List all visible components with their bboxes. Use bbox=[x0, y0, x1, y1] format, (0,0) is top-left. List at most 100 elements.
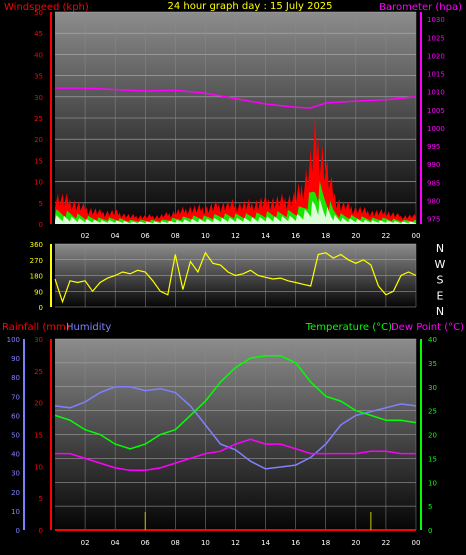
direction-tick-label: 180 bbox=[30, 273, 43, 281]
compass-label: N bbox=[436, 242, 444, 255]
direction-tick-label: 0 bbox=[39, 304, 43, 312]
windspeed-tick-label: 10 bbox=[34, 179, 43, 187]
temperature-axis-label: Temperature (°C) bbox=[305, 322, 392, 333]
wind-x-tick-label: 18 bbox=[321, 232, 330, 240]
temp-panel-x-axis: 02 04 06 08 10 12 14 16 18 20 22 00 bbox=[81, 539, 421, 547]
temperature-tick-label: 30 bbox=[428, 384, 437, 392]
wind-x-tick-label: 08 bbox=[171, 232, 180, 240]
temp-x-tick-label: 12 bbox=[231, 539, 240, 547]
barometer-tick-label: 1000 bbox=[427, 125, 445, 133]
barometer-tick-label: 985 bbox=[427, 179, 440, 187]
humidity-tick-label: 0 bbox=[16, 527, 20, 535]
barometer-tick-label: 975 bbox=[427, 216, 440, 224]
temp-x-tick-label: 18 bbox=[321, 539, 330, 547]
wind-direction-line bbox=[54, 251, 417, 304]
temperature-tick-label: 10 bbox=[428, 479, 437, 487]
compass-label: E bbox=[437, 289, 444, 302]
chart-title: 24 hour graph day : 15 July 2025 bbox=[167, 1, 332, 12]
humidity-tick-label: 90 bbox=[11, 355, 20, 363]
temp-x-tick-label: 14 bbox=[261, 539, 270, 547]
humidity-tick-label: 70 bbox=[11, 393, 20, 401]
barometer-y-axis: 975 980 985 990 995 1000 1005 1010 1015 1020 1025 1… bbox=[420, 12, 445, 224]
direction-tick-label: 270 bbox=[30, 257, 43, 265]
temp-x-tick-label: 00 bbox=[412, 539, 421, 547]
compass-label: S bbox=[437, 274, 444, 287]
windspeed-tick-label: 20 bbox=[34, 136, 43, 144]
rainfall-tick-label: 20 bbox=[34, 400, 43, 408]
barometer-tick-label: 1015 bbox=[427, 71, 445, 79]
temperature-y-axis: 0 5 10 15 20 25 30 35 40 bbox=[420, 336, 437, 535]
rainfall-tick-label: 10 bbox=[34, 463, 43, 471]
wind-panel-plot bbox=[55, 87, 417, 224]
temp-panel-plot bbox=[54, 354, 417, 531]
humidity-tick-label: 10 bbox=[11, 508, 20, 516]
humidity-tick-label: 80 bbox=[11, 374, 20, 382]
windspeed-tick-label: 5 bbox=[39, 200, 43, 208]
compass-label: W bbox=[435, 258, 446, 271]
barometer-tick-label: 995 bbox=[427, 143, 440, 151]
dewpoint-line bbox=[55, 438, 416, 472]
humidity-y-axis: 0 10 20 30 40 50 60 70 80 90 100 bbox=[7, 336, 25, 535]
temp-x-tick-label: 10 bbox=[201, 539, 210, 547]
humidity-tick-label: 60 bbox=[11, 412, 20, 420]
wind-x-tick-label: 22 bbox=[381, 232, 390, 240]
direction-panel-plot bbox=[54, 251, 417, 304]
barometer-tick-label: 990 bbox=[427, 161, 440, 169]
barometer-tick-label: 1005 bbox=[427, 107, 445, 115]
temp-x-tick-label: 06 bbox=[141, 539, 150, 547]
temperature-tick-label: 40 bbox=[428, 336, 437, 344]
temp-x-tick-label: 08 bbox=[171, 539, 180, 547]
barometer-tick-label: 980 bbox=[427, 197, 440, 205]
direction-panel-grid bbox=[55, 243, 417, 308]
rainfall-axis-label: Rainfall (mm) bbox=[2, 322, 70, 333]
dewpoint-axis-label: Dew Point (°C) bbox=[391, 322, 464, 333]
windspeed-tick-label: 30 bbox=[34, 94, 43, 102]
humidity-tick-label: 40 bbox=[11, 451, 20, 459]
windspeed-tick-label: 15 bbox=[34, 157, 43, 165]
windspeed-tick-label: 25 bbox=[34, 115, 43, 123]
windspeed-axis-label: Windspeed (kph) bbox=[4, 2, 89, 13]
windspeed-y-axis: 0 5 10 15 20 25 30 35 40 45 50 bbox=[34, 9, 52, 229]
direction-tick-label: 360 bbox=[30, 241, 43, 249]
humidity-tick-label: 30 bbox=[11, 470, 20, 478]
wind-x-tick-label: 00 bbox=[412, 232, 421, 240]
wind-lull-area bbox=[55, 198, 416, 224]
temp-x-tick-label: 22 bbox=[381, 539, 390, 547]
wind-x-tick-label: 06 bbox=[141, 232, 150, 240]
temperature-tick-label: 25 bbox=[428, 408, 437, 416]
humidity-line bbox=[54, 386, 417, 470]
barometer-axis-label: Barometer (hpa) bbox=[379, 2, 462, 13]
rainfall-tick-label: 25 bbox=[34, 368, 43, 376]
temperature-tick-label: 0 bbox=[428, 527, 432, 535]
wind-x-tick-label: 14 bbox=[261, 232, 270, 240]
rainfall-tick-label: 0 bbox=[39, 527, 43, 535]
barometer-line bbox=[55, 87, 417, 109]
temp-x-tick-label: 02 bbox=[81, 539, 90, 547]
temp-x-tick-label: 04 bbox=[111, 539, 120, 547]
wind-x-tick-label: 16 bbox=[291, 232, 300, 240]
rainfall-y-axis: 0 5 10 15 20 25 30 bbox=[34, 336, 52, 535]
wind-panel-grid bbox=[55, 11, 417, 224]
wind-gust-area bbox=[55, 113, 416, 224]
barometer-tick-label: 1025 bbox=[427, 34, 445, 42]
rainfall-tick-label: 5 bbox=[39, 495, 43, 503]
wind-panel-x-axis: 02 04 06 08 10 12 14 16 18 20 22 00 bbox=[81, 232, 421, 240]
wind-average-area bbox=[55, 181, 416, 224]
compass-label: N bbox=[436, 305, 444, 318]
humidity-tick-label: 100 bbox=[7, 336, 20, 344]
wind-x-tick-label: 12 bbox=[231, 232, 240, 240]
wind-x-tick-label: 10 bbox=[201, 232, 210, 240]
humidity-tick-label: 50 bbox=[11, 432, 20, 440]
rainfall-tick-label: 15 bbox=[34, 432, 43, 440]
windspeed-tick-label: 35 bbox=[34, 73, 43, 81]
barometer-tick-label: 1030 bbox=[427, 16, 445, 24]
barometer-tick-label: 1010 bbox=[427, 89, 445, 97]
temperature-tick-label: 5 bbox=[428, 503, 432, 511]
temperature-line bbox=[54, 354, 417, 450]
wind-x-tick-label: 02 bbox=[81, 232, 90, 240]
windspeed-tick-label: 45 bbox=[34, 30, 43, 38]
windspeed-tick-label: 0 bbox=[39, 221, 43, 229]
direction-tick-label: 90 bbox=[34, 288, 43, 296]
